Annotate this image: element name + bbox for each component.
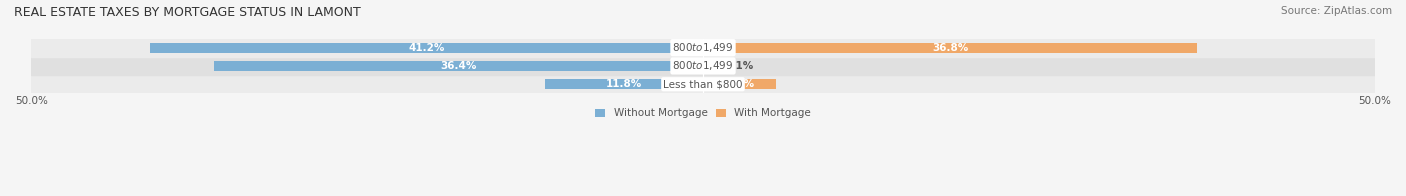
Bar bbox=[31, 57, 1375, 75]
Text: 0.61%: 0.61% bbox=[718, 61, 754, 71]
Legend: Without Mortgage, With Mortgage: Without Mortgage, With Mortgage bbox=[595, 108, 811, 118]
Bar bbox=[703, 61, 711, 71]
Text: $800 to $1,499: $800 to $1,499 bbox=[672, 59, 734, 73]
Text: 36.8%: 36.8% bbox=[932, 43, 969, 53]
Bar bbox=[214, 61, 703, 71]
Text: REAL ESTATE TAXES BY MORTGAGE STATUS IN LAMONT: REAL ESTATE TAXES BY MORTGAGE STATUS IN … bbox=[14, 6, 361, 19]
Bar bbox=[31, 75, 1375, 93]
Bar bbox=[703, 43, 1198, 53]
Text: Less than $800: Less than $800 bbox=[664, 79, 742, 89]
Text: 5.4%: 5.4% bbox=[724, 79, 754, 89]
Bar bbox=[703, 79, 776, 89]
Text: 36.4%: 36.4% bbox=[440, 61, 477, 71]
Text: $800 to $1,499: $800 to $1,499 bbox=[672, 41, 734, 54]
Bar bbox=[31, 39, 1375, 57]
Text: 11.8%: 11.8% bbox=[606, 79, 643, 89]
Bar bbox=[544, 79, 703, 89]
Bar bbox=[149, 43, 703, 53]
Text: Source: ZipAtlas.com: Source: ZipAtlas.com bbox=[1281, 6, 1392, 16]
Text: 41.2%: 41.2% bbox=[408, 43, 444, 53]
